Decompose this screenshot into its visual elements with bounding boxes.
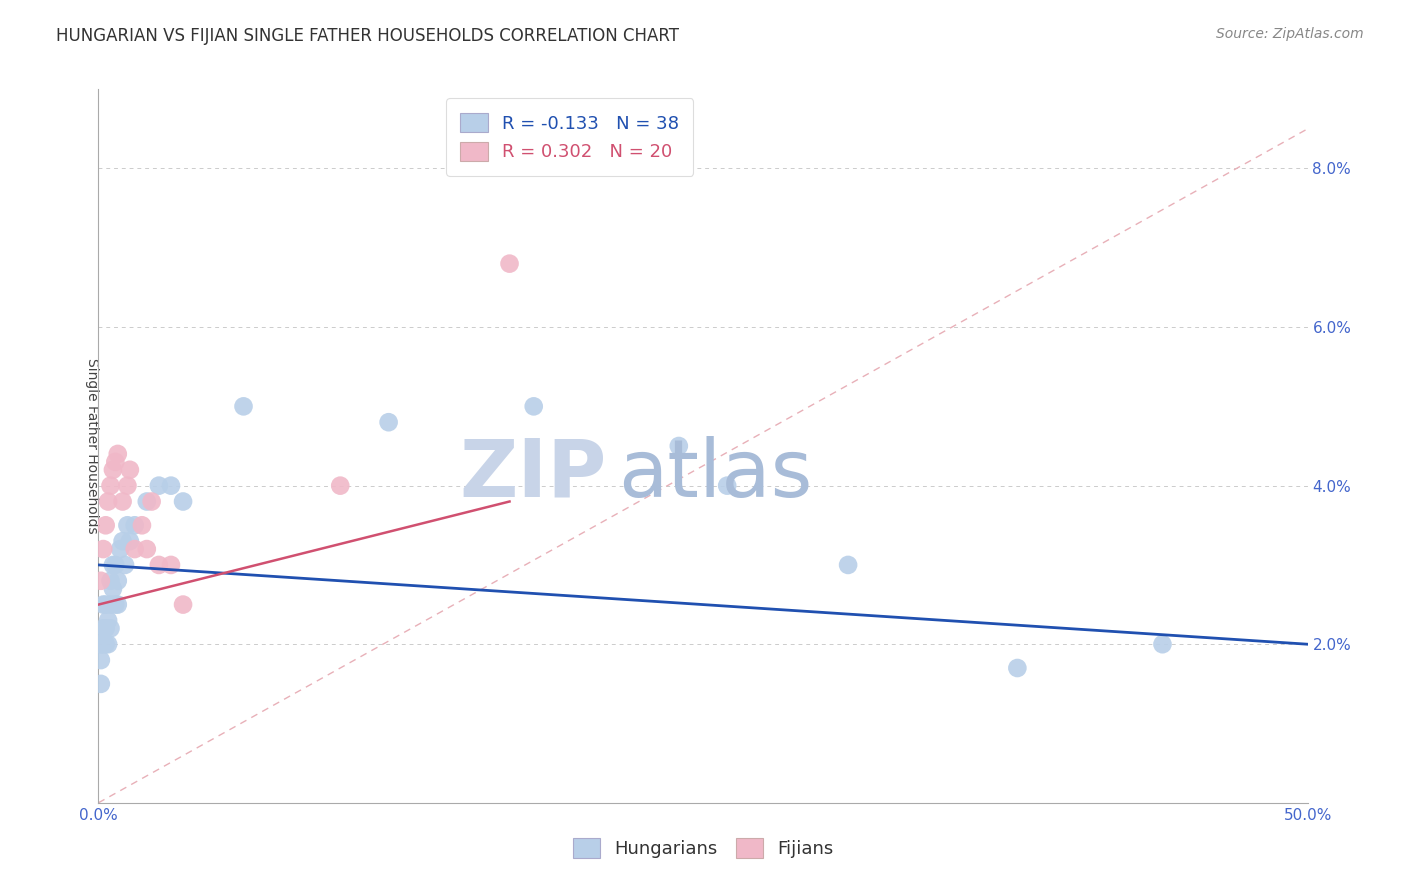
Point xyxy=(668,439,690,453)
Point xyxy=(131,518,153,533)
Point xyxy=(498,257,520,271)
Point xyxy=(90,637,112,651)
Point xyxy=(135,542,157,557)
Point xyxy=(94,518,117,533)
Point xyxy=(114,558,136,572)
Point xyxy=(100,621,122,635)
Point xyxy=(716,478,738,492)
Point xyxy=(91,621,114,635)
Point xyxy=(160,558,183,572)
Point xyxy=(107,574,129,588)
Point xyxy=(97,614,120,628)
Y-axis label: Single Father Households: Single Father Households xyxy=(84,359,98,533)
Point xyxy=(104,455,127,469)
Point xyxy=(148,478,170,492)
Text: atlas: atlas xyxy=(619,435,813,514)
Point xyxy=(101,558,124,572)
Point xyxy=(104,598,127,612)
Point xyxy=(100,598,122,612)
Point xyxy=(111,534,134,549)
Point xyxy=(101,463,124,477)
Point xyxy=(141,494,163,508)
Point xyxy=(232,400,254,414)
Point xyxy=(100,478,122,492)
Text: HUNGARIAN VS FIJIAN SINGLE FATHER HOUSEHOLDS CORRELATION CHART: HUNGARIAN VS FIJIAN SINGLE FATHER HOUSEH… xyxy=(56,27,679,45)
Point xyxy=(91,637,114,651)
Point xyxy=(118,534,141,549)
Point xyxy=(135,494,157,508)
Point xyxy=(523,400,546,414)
Point xyxy=(91,542,114,557)
Legend: Hungarians, Fijians: Hungarians, Fijians xyxy=(565,830,841,865)
Point xyxy=(160,478,183,492)
Point xyxy=(94,637,117,651)
Text: ZIP: ZIP xyxy=(458,435,606,514)
Point xyxy=(329,478,352,492)
Text: Source: ZipAtlas.com: Source: ZipAtlas.com xyxy=(1216,27,1364,41)
Point xyxy=(837,558,859,572)
Point xyxy=(100,574,122,588)
Point xyxy=(108,542,131,557)
Point xyxy=(107,598,129,612)
Point xyxy=(90,574,112,588)
Point xyxy=(377,415,399,429)
Point xyxy=(172,598,194,612)
Point xyxy=(90,653,112,667)
Point xyxy=(107,447,129,461)
Point xyxy=(118,463,141,477)
Point xyxy=(104,558,127,572)
Point xyxy=(91,598,114,612)
Point xyxy=(148,558,170,572)
Point xyxy=(94,621,117,635)
Point xyxy=(1007,661,1029,675)
Point xyxy=(117,478,139,492)
Point xyxy=(94,598,117,612)
Point xyxy=(124,542,146,557)
Point xyxy=(124,518,146,533)
Point xyxy=(172,494,194,508)
Point xyxy=(117,518,139,533)
Point xyxy=(101,582,124,596)
Point xyxy=(90,677,112,691)
Point xyxy=(97,494,120,508)
Point xyxy=(1152,637,1174,651)
Point xyxy=(97,637,120,651)
Point xyxy=(111,494,134,508)
